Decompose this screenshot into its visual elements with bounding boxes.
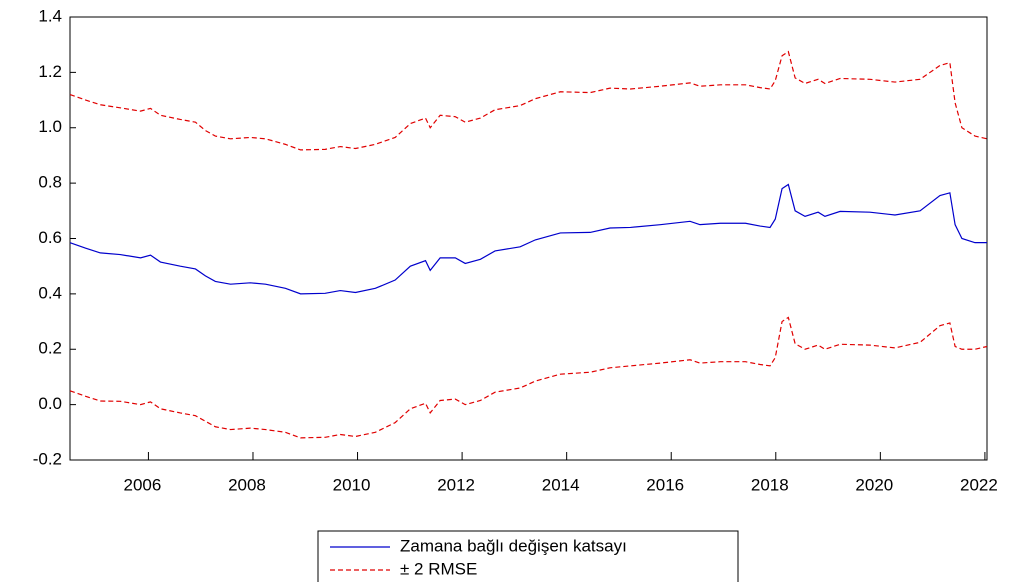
y-tick-label: 1.2 <box>38 62 62 81</box>
y-tick-label: 1.0 <box>38 117 62 136</box>
y-tick-label: 0.8 <box>38 173 62 192</box>
legend-label: Zamana bağlı değişen katsayı <box>400 536 627 555</box>
y-tick-label: 0.4 <box>38 283 62 302</box>
y-tick-label: 1.4 <box>38 6 62 25</box>
x-tick-label: 2014 <box>542 475 580 494</box>
x-tick-label: 2022 <box>960 475 998 494</box>
band-lower-line <box>69 316 988 439</box>
y-tick-label: 0.6 <box>38 228 62 247</box>
series-line <box>69 183 987 295</box>
legend-box <box>317 530 739 582</box>
y-tick-label: -0.2 <box>33 449 62 468</box>
x-tick-label: 2008 <box>228 475 266 494</box>
x-tick-label: 2012 <box>437 475 475 494</box>
y-tick-label: 0.2 <box>38 339 62 358</box>
x-tick-label: 2018 <box>751 475 789 494</box>
y-tick-label: 0.0 <box>38 394 62 413</box>
x-tick-label: 2010 <box>333 475 371 494</box>
x-tick-label: 2016 <box>646 475 684 494</box>
x-tick-label: 2006 <box>124 475 162 494</box>
legend-label: ± 2 RMSE <box>400 559 477 578</box>
plot-frame <box>69 16 988 461</box>
band-upper-line <box>69 50 988 151</box>
x-tick-label: 2020 <box>855 475 893 494</box>
